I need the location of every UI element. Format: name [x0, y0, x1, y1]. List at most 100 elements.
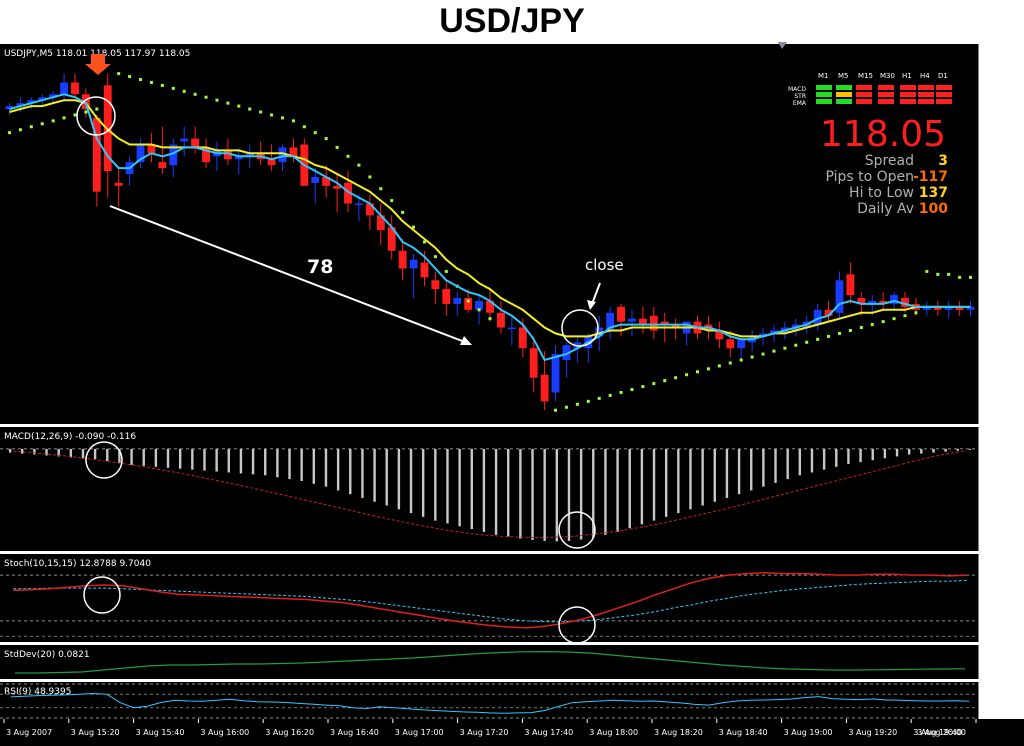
- candle-body: [628, 318, 636, 322]
- sar-dot: [346, 154, 350, 158]
- candle-body: [245, 153, 254, 157]
- stat-value: 100: [919, 201, 948, 217]
- candle-body: [81, 94, 90, 110]
- sar-dot: [674, 376, 678, 380]
- candle-body: [16, 103, 25, 107]
- candle-body: [835, 280, 844, 313]
- candle-body: [344, 182, 352, 204]
- ma-fast-line: [9, 93, 971, 362]
- candle-body: [649, 315, 658, 331]
- macd-signal-line: [13, 450, 967, 539]
- candle-body: [879, 300, 888, 304]
- sar-dot: [608, 393, 612, 397]
- macd-bar: [251, 448, 255, 475]
- macd-bar: [579, 448, 583, 540]
- macd-bar: [21, 448, 24, 454]
- sell-arrow-icon: [85, 54, 111, 75]
- macd-bar: [409, 448, 413, 514]
- stddev-pane[interactable]: StdDev(20) 0.0821 0.2542 0: [0, 645, 1013, 682]
- candle-body: [27, 100, 36, 104]
- chart-title: USD/JPY: [439, 2, 585, 40]
- macd-bar: [191, 448, 194, 470]
- highlight-circle: [76, 96, 116, 136]
- candle-body: [737, 339, 746, 349]
- timeframe-label: M5: [838, 72, 849, 80]
- sar-dot: [171, 86, 175, 90]
- candle-body: [726, 339, 735, 349]
- macd-axis: 0.03 0.00 -0.197: [979, 431, 1011, 547]
- sar-dot: [215, 98, 219, 102]
- sar-dot: [652, 382, 656, 386]
- sar-dot: [302, 125, 306, 129]
- candle-body: [180, 138, 189, 142]
- x-tick-label: 3 Aug 17:00: [395, 728, 444, 737]
- candle-body: [365, 203, 374, 216]
- stochastic-pane[interactable]: Stoch(10,15,15) 12.8788 9.7040 80 20 0: [0, 554, 995, 644]
- rsi-pane-label: RSI(9) 48.9395: [4, 687, 71, 697]
- macd-bar: [385, 448, 388, 506]
- x-tick-label: 3 Aug 18:00: [589, 728, 638, 737]
- trend-arrow: [109, 205, 471, 345]
- signal-row-label: EMA: [793, 100, 807, 107]
- macd-pane-label: MACD(12,26,9) -0.090 -0.116: [4, 432, 136, 442]
- x-tick-label: 3 Aug 16:40: [330, 728, 379, 737]
- candle-body: [846, 274, 855, 296]
- candle-body: [660, 321, 669, 325]
- sar-dot: [18, 128, 22, 132]
- sar-dot: [936, 272, 940, 276]
- trading-chart: USDJPY,M5 118.01 118.05 117.97 118.05 11…: [0, 42, 1024, 746]
- sar-dot: [390, 199, 394, 203]
- sar-dot: [226, 101, 230, 105]
- macd-bar: [118, 448, 121, 464]
- candle-body: [267, 159, 276, 166]
- sar-dot: [816, 337, 820, 341]
- macd-bar: [689, 448, 692, 510]
- sar-dot: [881, 320, 885, 324]
- signal-cell: [878, 85, 894, 90]
- macd-bar: [373, 448, 376, 502]
- macd-bar: [69, 448, 73, 458]
- signal-row-label: MACD: [788, 86, 806, 93]
- macd-bar: [8, 448, 12, 453]
- macd-bar: [798, 448, 802, 476]
- macd-bar: [883, 448, 887, 459]
- candle-body: [191, 138, 200, 148]
- sar-dot: [291, 119, 295, 123]
- sar-dot: [128, 75, 132, 79]
- macd-bar: [178, 448, 182, 469]
- macd-bar: [33, 448, 36, 455]
- sar-dot: [412, 225, 416, 229]
- candle-body: [234, 156, 243, 160]
- price-pane[interactable]: USDJPY,M5 118.01 118.05 117.97 118.05 11…: [0, 42, 1013, 424]
- signal-cell: [836, 92, 852, 97]
- x-tick-label: 3 Aug 16:00: [200, 728, 249, 737]
- candle-body: [136, 144, 145, 163]
- sar-dot: [914, 311, 918, 315]
- highlight-circle: [561, 309, 599, 347]
- macd-bar: [300, 448, 303, 481]
- macd-bar: [130, 448, 133, 465]
- candle-body: [38, 97, 47, 101]
- price-pane-background: [0, 44, 979, 424]
- sar-dot: [117, 72, 121, 76]
- x-tick-label: 3 Aug 18:20: [654, 728, 703, 737]
- sar-dot: [969, 275, 973, 279]
- y-tick-label: 100: [985, 680, 1000, 689]
- sar-dot: [564, 405, 568, 409]
- candle-body: [311, 176, 320, 183]
- macd-pane[interactable]: MACD(12,26,9) -0.090 -0.116 0.03 0.00 -0.1…: [0, 427, 1011, 551]
- macd-bar: [555, 448, 559, 542]
- candle-body: [955, 306, 964, 310]
- macd-bar: [895, 448, 899, 457]
- macd-bar: [810, 448, 814, 473]
- sar-dot: [259, 110, 263, 114]
- stochastic-axis: 80 20 0: [0, 571, 995, 641]
- sar-dot: [477, 308, 481, 312]
- macd-bar: [349, 448, 352, 495]
- candle-body: [409, 259, 418, 269]
- stat-value: 3: [938, 153, 948, 169]
- stat-value: -117: [913, 169, 948, 185]
- signal-cell: [900, 92, 916, 97]
- x-tick-label: 3 Aug 18:40: [719, 728, 768, 737]
